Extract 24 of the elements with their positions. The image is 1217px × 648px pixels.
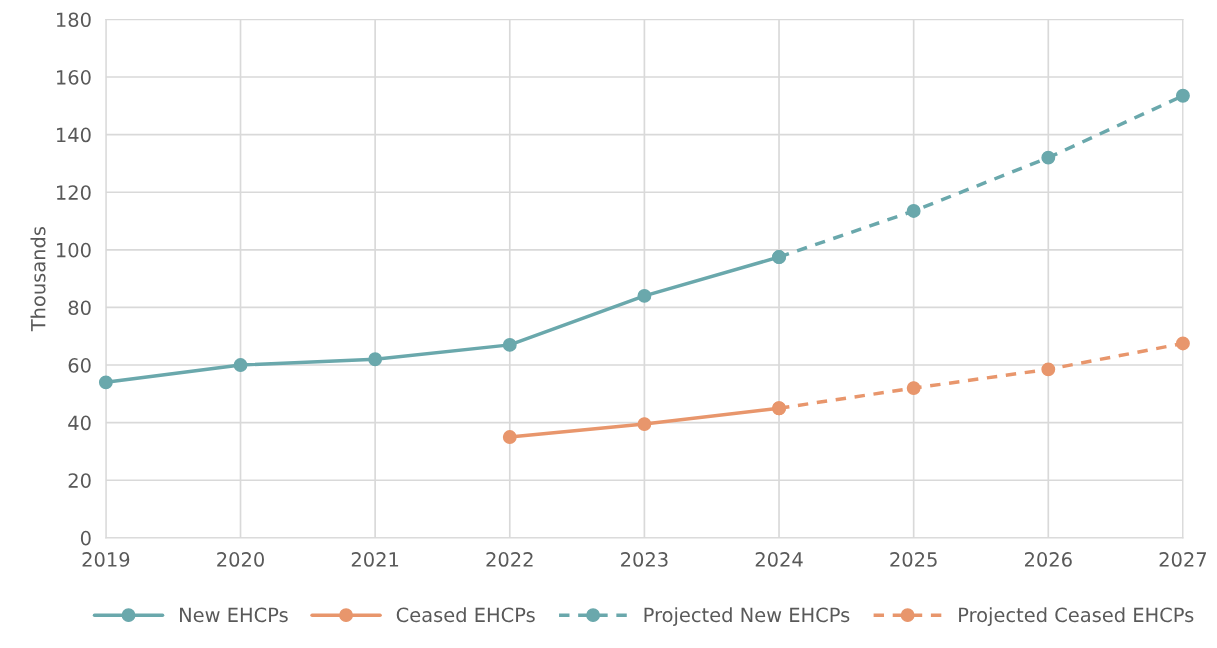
legend-label: Projected Ceased EHCPs — [959, 607, 1194, 626]
x-tick-label: 2022 — [486, 552, 533, 567]
y-axis-title: Thousands — [30, 226, 46, 332]
y-tick-label: 0 — [80, 530, 91, 546]
x-tick-label: 2021 — [351, 552, 399, 567]
x-tick-label: 2025 — [890, 552, 937, 567]
x-tick-label: 2026 — [1024, 552, 1072, 567]
y-tick-label: 140 — [57, 127, 91, 143]
y-tick-label: 100 — [57, 242, 91, 258]
y-tick-label: 120 — [57, 185, 91, 200]
legend-label: Projected New EHCPs — [644, 607, 850, 626]
y-tick-label: 80 — [68, 300, 91, 316]
x-tick-label: 2023 — [621, 552, 668, 567]
x-tick-label: 2019 — [82, 552, 130, 567]
y-tick-label: 20 — [68, 473, 91, 488]
y-tick-label: 180 — [57, 12, 91, 28]
x-tick-label: 2027 — [1159, 552, 1206, 567]
legend-label: Ceased EHCPs — [396, 607, 535, 623]
legend-label: New EHCPs — [180, 607, 288, 623]
y-tick-label: 40 — [68, 415, 91, 431]
y-tick-label: 60 — [68, 358, 91, 373]
y-tick-label: 160 — [57, 70, 91, 85]
x-tick-label: 2020 — [217, 552, 264, 567]
x-tick-label: 2024 — [755, 552, 803, 567]
